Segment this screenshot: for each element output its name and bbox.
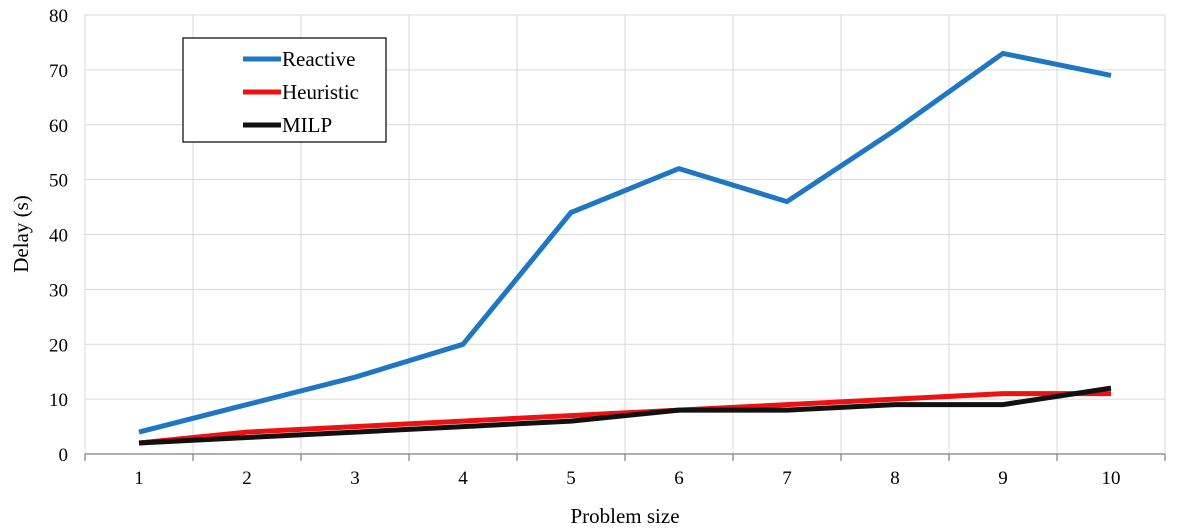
y-tick-label: 0 bbox=[59, 445, 69, 466]
x-tick-label: 8 bbox=[890, 468, 900, 489]
x-tick-label: 10 bbox=[1102, 468, 1121, 489]
x-tick-label: 9 bbox=[998, 468, 1008, 489]
x-tick-labels: 1 2 3 4 5 6 7 8 9 10 bbox=[84, 454, 1166, 489]
x-tick-label: 7 bbox=[782, 468, 792, 489]
legend-box bbox=[182, 37, 387, 143]
x-tick-label: 4 bbox=[458, 468, 468, 489]
x-tick-label: 5 bbox=[566, 468, 576, 489]
legend-label-heuristic: Heuristic bbox=[282, 80, 359, 104]
y-axis-title: Delay (s) bbox=[9, 195, 33, 273]
y-tick-label: 70 bbox=[49, 61, 68, 82]
y-tick-label: 40 bbox=[49, 226, 68, 247]
legend-label-milp: MILP bbox=[282, 113, 332, 137]
legend: Reactive Heuristic MILP bbox=[182, 37, 387, 143]
legend-label-reactive: Reactive bbox=[282, 47, 355, 71]
x-tick-label: 1 bbox=[134, 468, 144, 489]
series-lines bbox=[138, 50, 1112, 446]
series-line-reactive bbox=[138, 50, 1112, 435]
x-tick-label: 3 bbox=[350, 468, 360, 489]
series-line-heuristic bbox=[138, 391, 1111, 446]
y-tick-label: 60 bbox=[49, 116, 68, 137]
x-tick-label: 6 bbox=[674, 468, 684, 489]
y-tick-label: 20 bbox=[49, 335, 68, 356]
y-tick-label: 80 bbox=[49, 6, 68, 27]
y-tick-label: 30 bbox=[49, 280, 68, 301]
x-tick-label: 2 bbox=[242, 468, 252, 489]
y-tick-label: 10 bbox=[49, 390, 68, 411]
x-axis-title: Problem size bbox=[570, 504, 679, 528]
y-tick-label: 50 bbox=[49, 171, 68, 192]
series-line-milp bbox=[138, 385, 1112, 446]
y-tick-labels: 0 10 20 30 40 50 60 70 80 bbox=[49, 6, 68, 466]
